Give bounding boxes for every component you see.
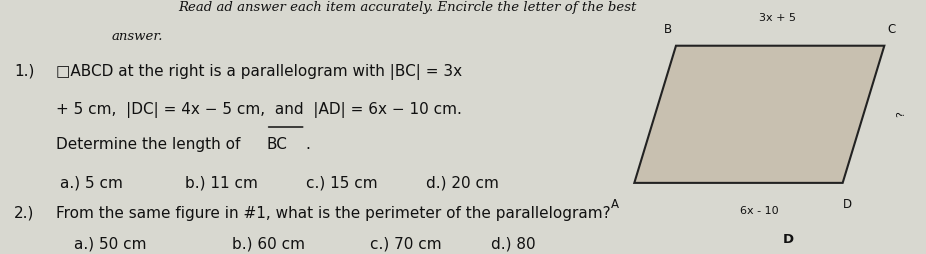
- Text: 3x + 5: 3x + 5: [759, 13, 796, 23]
- Text: □ABCD at the right is a parallelogram with |BC| = 3x: □ABCD at the right is a parallelogram wi…: [56, 64, 462, 80]
- Text: Read ad answer each item accurately. Encircle the letter of the best: Read ad answer each item accurately. Enc…: [178, 1, 637, 14]
- Text: C: C: [887, 23, 895, 36]
- Text: c.) 15 cm: c.) 15 cm: [306, 175, 377, 190]
- Text: + 5 cm,  |DC| = 4x − 5 cm,  and  |AD| = 6x − 10 cm.: + 5 cm, |DC| = 4x − 5 cm, and |AD| = 6x …: [56, 102, 461, 118]
- Text: d.) 20 cm: d.) 20 cm: [426, 175, 499, 190]
- Text: D: D: [782, 233, 794, 246]
- Text: b.) 11 cm: b.) 11 cm: [185, 175, 258, 190]
- Text: d.) 80: d.) 80: [491, 236, 535, 251]
- Text: c.) 70 cm: c.) 70 cm: [370, 236, 442, 251]
- Text: a.) 5 cm: a.) 5 cm: [60, 175, 123, 190]
- Text: From the same figure in #1, what is the perimeter of the parallelogram?: From the same figure in #1, what is the …: [56, 206, 610, 221]
- Text: .: .: [306, 137, 310, 152]
- Text: answer.: answer.: [111, 30, 163, 43]
- Text: 6x - 10: 6x - 10: [740, 206, 779, 216]
- Text: 2.): 2.): [14, 206, 34, 221]
- Text: D: D: [843, 198, 852, 211]
- Text: a.) 50 cm: a.) 50 cm: [74, 236, 146, 251]
- Text: A: A: [610, 198, 619, 211]
- Polygon shape: [634, 46, 884, 183]
- Text: Determine the length of: Determine the length of: [56, 137, 244, 152]
- Text: BC: BC: [267, 137, 288, 152]
- Text: b.) 60 cm: b.) 60 cm: [232, 236, 305, 251]
- Text: 1.): 1.): [14, 64, 34, 78]
- Text: B: B: [664, 23, 672, 36]
- Text: ?: ?: [896, 111, 907, 117]
